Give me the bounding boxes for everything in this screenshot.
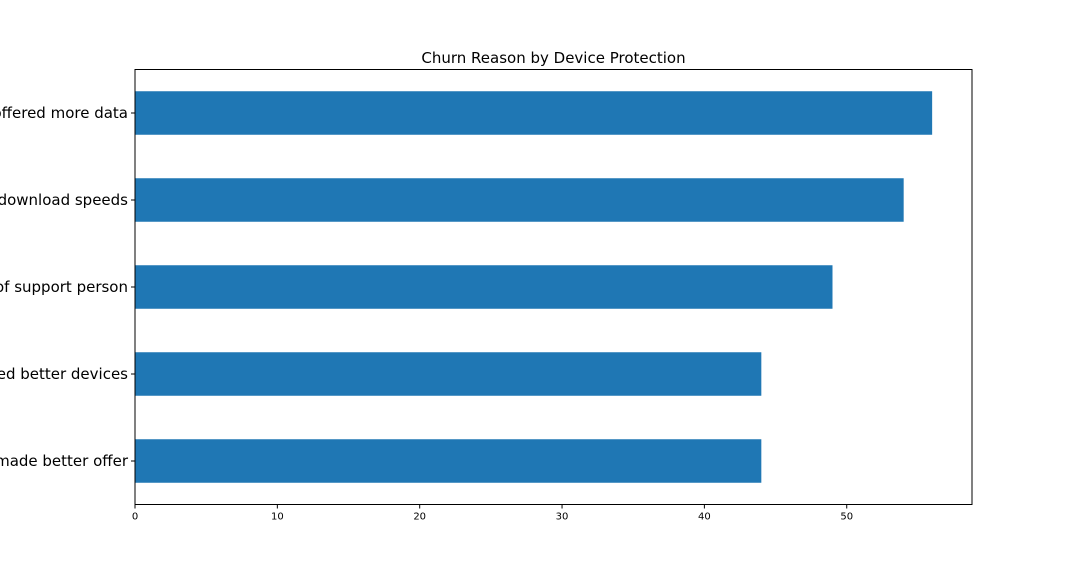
x-tick-label: 50 xyxy=(840,512,853,523)
bar-3 xyxy=(135,352,762,396)
x-tick-label: 30 xyxy=(556,512,569,523)
y-tick-label: Competitor made better offer xyxy=(0,452,129,470)
x-tick-label: 0 xyxy=(132,512,138,523)
y-tick-label: Competitor offered better devices xyxy=(0,365,128,383)
y-axis: Competitor offered more data Competitor h… xyxy=(0,104,135,470)
x-tick-label: 40 xyxy=(698,512,711,523)
x-tick-label: 10 xyxy=(271,512,284,523)
bar-1 xyxy=(135,178,904,222)
y-tick-label: Attitude of support person xyxy=(0,278,128,296)
chart-title: Churn Reason by Device Protection xyxy=(421,49,685,67)
x-tick-label: 20 xyxy=(413,512,426,523)
x-axis: 0 10 20 30 40 50 xyxy=(132,504,853,523)
y-tick-label: Competitor offered more data xyxy=(0,104,128,122)
bar-4 xyxy=(135,439,762,483)
bar-2 xyxy=(135,265,833,309)
y-tick-label: Competitor had faster download speeds xyxy=(0,191,128,209)
bars-layer xyxy=(135,91,933,483)
bar-0 xyxy=(135,91,933,135)
